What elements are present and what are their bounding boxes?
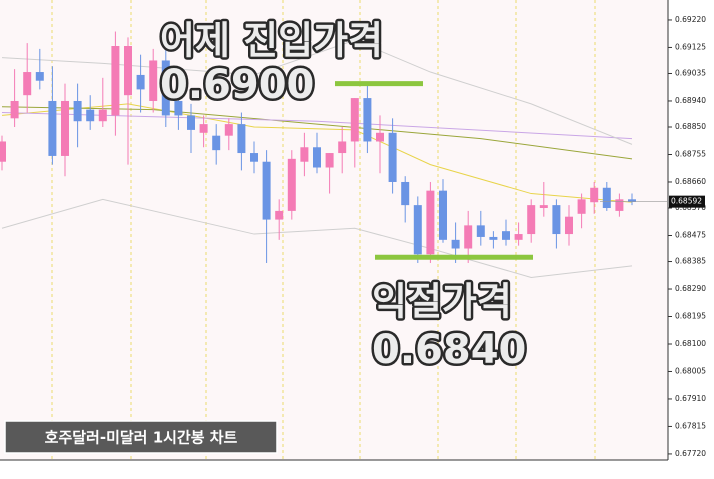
indicator-line bbox=[1, 39, 633, 145]
candle-body bbox=[86, 109, 95, 122]
candle-body bbox=[590, 187, 599, 203]
candle-body bbox=[262, 161, 271, 220]
y-tick-label: 0.68100 bbox=[675, 339, 706, 348]
y-tick-label: 0.68005 bbox=[675, 366, 706, 375]
candle-body bbox=[237, 124, 246, 154]
candle-body bbox=[224, 124, 233, 136]
candle-body bbox=[275, 210, 284, 220]
annotation-price: 0.6900 bbox=[160, 62, 314, 108]
y-tick-label: 0.68195 bbox=[675, 312, 706, 321]
candle-body bbox=[413, 205, 422, 255]
candle-body bbox=[350, 98, 359, 142]
y-tick-label: 0.68755 bbox=[675, 149, 706, 158]
candle-body bbox=[23, 72, 32, 96]
candle-body bbox=[502, 231, 510, 240]
candle-body bbox=[250, 153, 258, 162]
candle-body bbox=[287, 158, 296, 211]
price-axis: 0.69220 0.69125 0.69035 0.68940 0.68850 0.687… bbox=[600, 15, 706, 458]
candle-body bbox=[514, 234, 523, 240]
candle-body bbox=[48, 100, 57, 156]
candle-body bbox=[628, 199, 636, 202]
candle-body bbox=[149, 60, 158, 101]
candle-body bbox=[300, 147, 309, 162]
annotation-price: 0.6840 bbox=[372, 327, 526, 373]
candle-body bbox=[136, 74, 145, 90]
last-price-box bbox=[669, 195, 705, 208]
y-tick-label: 0.69125 bbox=[675, 42, 706, 51]
candle-body bbox=[73, 100, 82, 122]
candle-body bbox=[161, 60, 170, 116]
candle-body bbox=[212, 135, 221, 151]
y-tick-label: 0.68475 bbox=[675, 230, 706, 239]
candle-body bbox=[615, 199, 624, 211]
candle-body bbox=[539, 205, 548, 209]
candle-body bbox=[602, 187, 611, 209]
candle-body bbox=[199, 124, 208, 133]
candle-body bbox=[325, 153, 334, 168]
candle-body bbox=[124, 46, 132, 96]
candle-body bbox=[527, 205, 536, 235]
candle-body bbox=[426, 190, 435, 255]
y-tick-label: 0.68385 bbox=[675, 257, 706, 266]
candle-body bbox=[376, 132, 384, 142]
candle-body bbox=[577, 199, 586, 214]
candle-body bbox=[451, 239, 460, 249]
y-tick-label: 0.68940 bbox=[675, 96, 706, 105]
y-tick-label: 0.67815 bbox=[675, 421, 706, 430]
title-box bbox=[4, 420, 278, 454]
candle-body bbox=[187, 115, 195, 130]
candle-body bbox=[35, 72, 44, 81]
y-tick-label: 0.67720 bbox=[675, 449, 706, 458]
candle-body bbox=[464, 225, 473, 249]
annotation-text: 익절가격 bbox=[372, 280, 512, 324]
candle-body bbox=[565, 216, 573, 235]
y-tick-label: 0.69035 bbox=[675, 68, 706, 77]
candles bbox=[0, 31, 636, 263]
chart-title: 호주달러-미달러 1시간봉 차트 bbox=[45, 429, 238, 447]
candle-body bbox=[61, 100, 69, 156]
indicator-line bbox=[1, 198, 633, 278]
annotation-text: 어제 진입가격 bbox=[160, 19, 383, 63]
candle-body bbox=[313, 147, 321, 168]
candle-body bbox=[439, 190, 447, 240]
y-tick-label: 0.67910 bbox=[675, 394, 706, 403]
candle-body bbox=[10, 100, 19, 119]
candle-body bbox=[476, 225, 485, 237]
candle-body bbox=[0, 141, 6, 162]
y-tick-label: 0.68850 bbox=[675, 122, 706, 131]
candle-body bbox=[98, 109, 107, 122]
candle-body bbox=[111, 46, 120, 116]
candle-body bbox=[388, 132, 397, 182]
candle-body bbox=[489, 236, 498, 240]
candle-body bbox=[363, 98, 372, 142]
candle-body bbox=[338, 141, 347, 154]
last-price-label: 0.68592 bbox=[671, 197, 702, 206]
y-tick-label: 0.68290 bbox=[675, 284, 706, 293]
candle-body bbox=[174, 100, 183, 116]
y-tick-label: 0.68660 bbox=[675, 177, 706, 186]
indicator-line bbox=[1, 112, 633, 140]
candle-body bbox=[552, 205, 561, 235]
candle-body bbox=[401, 181, 410, 206]
y-tick-label: 0.69220 bbox=[675, 15, 706, 24]
